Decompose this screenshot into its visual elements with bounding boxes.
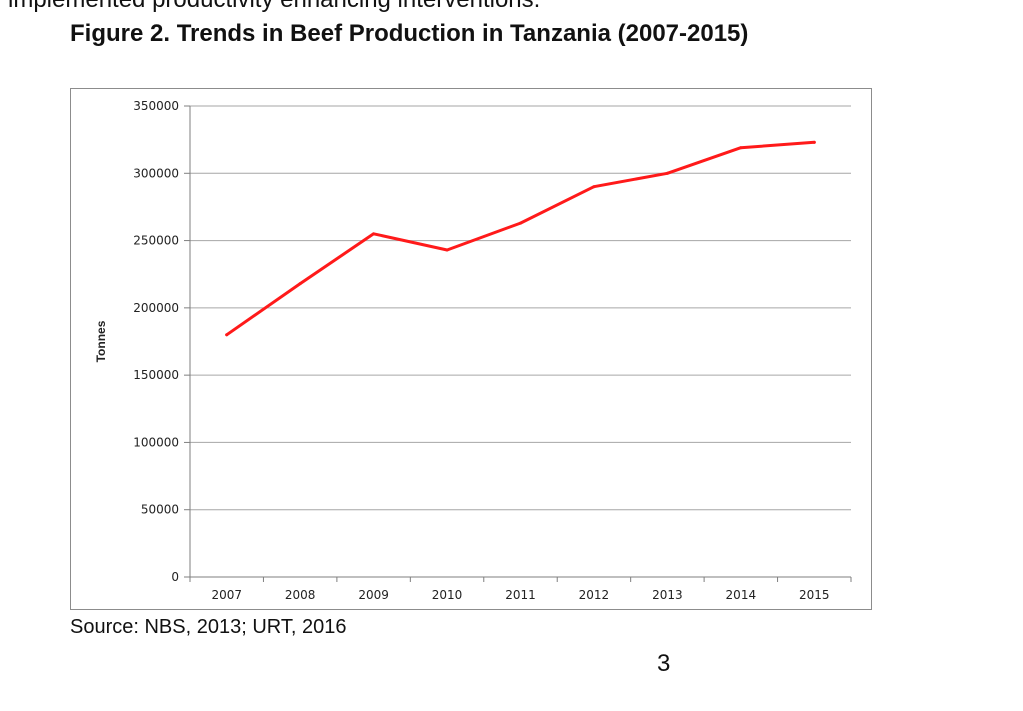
data-point [298, 282, 302, 286]
y-tick-label: 100000 [133, 435, 179, 449]
y-tick-label: 50000 [141, 503, 179, 517]
y-tick-label: 350000 [133, 99, 179, 113]
data-point [665, 171, 669, 175]
data-point [592, 185, 596, 189]
x-tick-label: 2015 [799, 588, 830, 602]
x-tick-label: 2013 [652, 588, 683, 602]
x-tick-label: 2014 [726, 588, 757, 602]
data-point [812, 140, 816, 144]
data-point [445, 248, 449, 252]
y-tick-label: 300000 [133, 166, 179, 180]
x-tick-label: 2011 [505, 588, 536, 602]
data-point [519, 221, 522, 225]
chart-frame: 0 50000 100000 150000 200000 250000 300000 3500… [70, 88, 872, 610]
line-chart: 0 50000 100000 150000 200000 250000 300000 3500… [94, 99, 852, 602]
data-point [372, 232, 376, 236]
figure-title: Figure 2. Trends in Beef Production in T… [70, 20, 749, 47]
x-tick-label: 2007 [211, 588, 242, 602]
y-tick-label: 150000 [133, 368, 179, 382]
y-tick-label: 200000 [133, 301, 179, 315]
y-tick-label: 0 [171, 570, 179, 584]
figure-source: Source: NBS, 2013; URT, 2016 [70, 616, 347, 638]
series-line [225, 140, 816, 337]
page-number: 3 [657, 650, 671, 677]
y-axis-title: Tonnes [94, 320, 108, 362]
x-tick-label: 2008 [285, 588, 316, 602]
data-point [739, 146, 743, 150]
data-point [225, 333, 229, 337]
x-tick-label: 2009 [358, 588, 389, 602]
y-tick-label: 250000 [133, 234, 179, 248]
x-tick-label: 2010 [432, 588, 463, 602]
x-tick-label: 2012 [579, 588, 610, 602]
previous-paragraph-fragment: implemented productivity enhancing inter… [8, 0, 540, 14]
